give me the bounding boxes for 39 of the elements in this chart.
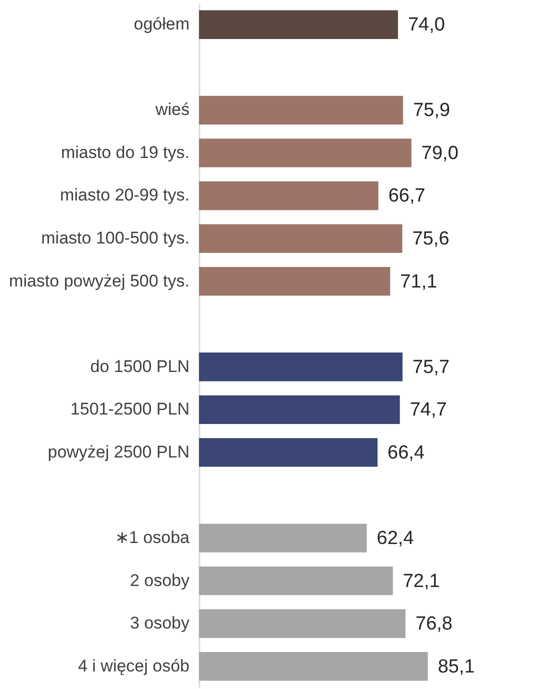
bar [199, 96, 404, 125]
data-label: 66,4 [388, 442, 425, 464]
y-tick-label: miasto do 19 tys. [60, 142, 190, 162]
y-tick-label: 1501-2500 PLN [70, 400, 190, 419]
y-tick-label: powyżej 2500 PLN [48, 442, 190, 462]
bar [199, 652, 428, 681]
data-label: 74,7 [410, 400, 447, 421]
data-label: 79,0 [421, 142, 458, 164]
data-label: 62,4 [376, 528, 414, 550]
data-label: 74,0 [408, 14, 445, 36]
y-tick-label: do 1500 PLN [90, 356, 190, 376]
y-tick-label: miasto 100-500 tys. [41, 228, 190, 248]
bar [199, 609, 406, 638]
data-label: 75,6 [412, 228, 450, 250]
bar [199, 266, 390, 296]
data-label: 76,8 [416, 614, 452, 635]
bar [199, 138, 412, 168]
bar [199, 10, 398, 39]
bar [199, 224, 402, 253]
y-tick-label: wieś [154, 100, 190, 120]
bar [199, 524, 367, 552]
bar [199, 181, 378, 210]
data-label: 71,1 [400, 271, 438, 292]
data-label: 75,7 [412, 356, 450, 378]
y-tick-label: ogółem [134, 14, 190, 34]
data-label: 75,9 [413, 100, 450, 122]
y-tick-label: ∗1 osoba [115, 528, 190, 548]
y-tick-label: 2 osoby [130, 570, 190, 590]
y-tick-label: 4 i więcej osób [78, 656, 190, 676]
bar [199, 566, 393, 596]
bar [199, 352, 403, 382]
data-label: 72,1 [402, 570, 440, 592]
y-tick-label: miasto powyżej 500 tys. [9, 271, 190, 290]
data-label: 85,1 [438, 656, 475, 678]
y-tick-label: miasto 20-99 tys. [60, 186, 190, 205]
bar [199, 438, 378, 467]
bar [199, 395, 400, 424]
y-tick-label: 3 osoby [130, 614, 190, 633]
data-label: 66,7 [388, 186, 426, 207]
